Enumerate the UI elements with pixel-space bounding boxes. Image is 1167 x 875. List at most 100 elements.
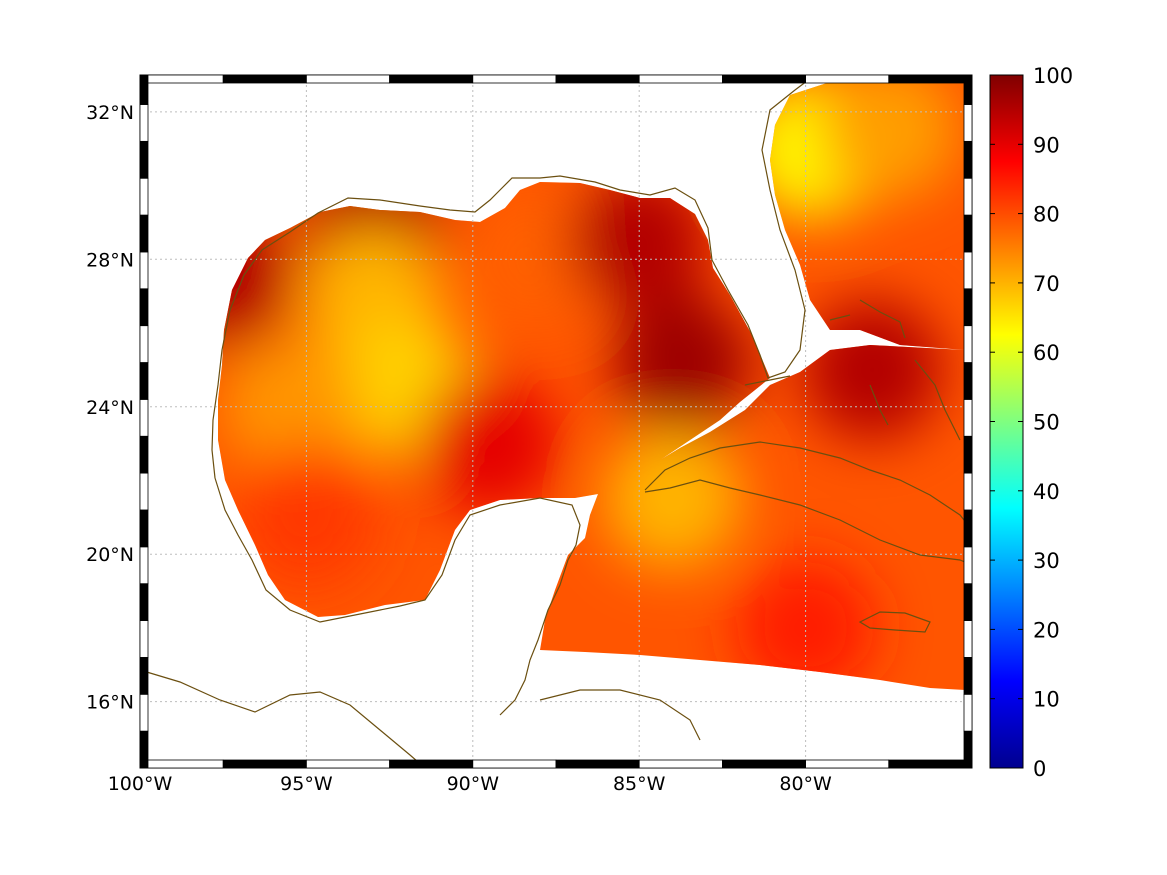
frame-segment-top: [472, 74, 557, 84]
frame-segment-top: [805, 74, 890, 84]
lon-tick-labels: 100°W 95°W 90°W 85°W 80°W: [108, 773, 832, 795]
frame-segment-right: [963, 362, 973, 400]
field-sample-4: [219, 336, 360, 477]
frame-segment-top: [888, 74, 973, 84]
frame-segment-left: [139, 362, 149, 400]
frame-segment-top: [222, 74, 307, 84]
frame-segment-left: [139, 325, 149, 363]
frame-segment-left: [139, 288, 149, 327]
frame-segment-bottom: [139, 759, 224, 769]
coastline-keys: [744, 375, 791, 386]
colorbar-tick-label: 80: [1033, 203, 1060, 227]
frame-segment-right: [963, 288, 973, 327]
frame-segment-top: [305, 74, 390, 84]
coastlines: [139, 74, 973, 769]
frame-segment-right: [963, 325, 973, 363]
frame-segment-right: [963, 472, 973, 511]
frame-segment-bottom: [722, 759, 807, 769]
field-sample-12: [802, 299, 943, 440]
frame-segment-top: [389, 74, 474, 84]
lat-tick-label: 16°N: [86, 692, 134, 714]
colorbar-tick-label: 60: [1033, 341, 1060, 365]
frame-segment-left: [139, 472, 149, 511]
frame-segment-right: [963, 398, 973, 437]
frame-segment-right: [963, 657, 973, 695]
colorbar-tick-label: 100: [1033, 64, 1073, 88]
frame-segment-left: [139, 104, 149, 142]
colorbar-tick-label: 10: [1033, 688, 1060, 712]
frame-segment-right: [963, 620, 973, 658]
coastline-jamaica: [858, 611, 931, 633]
lat-tick-label: 20°N: [86, 544, 134, 566]
frame-segment-top: [638, 74, 723, 84]
colorbar-tick-label: 20: [1033, 618, 1060, 642]
frame-segment-top: [722, 74, 807, 84]
frame-segment-right: [963, 730, 973, 769]
colorbar-tick-label: 50: [1033, 411, 1060, 435]
coastline-central-america: [139, 669, 426, 769]
colorbar: 0 10 20 30 40 50 60 70 80 90 100: [989, 64, 1073, 781]
frame-segment-left: [139, 730, 149, 769]
frame-segment-bottom: [805, 759, 890, 769]
frame-segment-bottom: [555, 759, 640, 769]
frame-segment-bottom: [305, 759, 390, 769]
lat-tick-label: 28°N: [86, 249, 134, 271]
frame-segment-right: [963, 693, 973, 732]
field-sample-14: [735, 557, 876, 690]
lon-tick-label: 100°W: [108, 773, 173, 795]
frame-segment-left: [139, 435, 149, 474]
frame-segment-top: [555, 74, 640, 84]
colorbar-tick-label: 40: [1033, 480, 1060, 504]
frame-segment-bottom: [638, 759, 723, 769]
frame-segment-right: [963, 583, 973, 621]
colorbar-tick-label: 30: [1033, 549, 1060, 573]
frame-segment-left: [139, 583, 149, 621]
frame-segment-right: [963, 104, 973, 142]
lat-tick-label: 24°N: [86, 397, 134, 419]
frame-segment-bottom: [389, 759, 474, 769]
frame-segment-bottom: [472, 759, 557, 769]
frame-segment-right: [963, 74, 973, 105]
field-sample-5: [236, 447, 377, 588]
frame-segment-left: [139, 74, 149, 105]
frame-segment-right: [963, 546, 973, 585]
lon-tick-label: 95°W: [280, 773, 333, 795]
frame-segment-left: [139, 177, 149, 216]
field-sample-0: [218, 207, 294, 348]
frame-segment-right: [963, 177, 973, 216]
colorbar-tick-label: 70: [1033, 272, 1060, 296]
frame-segment-left: [139, 251, 149, 290]
frame-segment-left: [139, 214, 149, 253]
lat-tick-labels: 32°N 28°N 24°N 20°N 16°N: [86, 102, 134, 714]
frame-segment-left: [139, 546, 149, 585]
frame-segment-right: [963, 251, 973, 290]
colorbar-tick-label: 0: [1033, 757, 1046, 781]
frame-segment-right: [963, 140, 973, 179]
lon-tick-label: 85°W: [613, 773, 666, 795]
lon-tick-label: 80°W: [779, 773, 832, 795]
frame-segment-left: [139, 140, 149, 179]
lon-tick-label: 90°W: [447, 773, 500, 795]
frame-segment-left: [139, 398, 149, 437]
field-sample-13: [602, 428, 743, 569]
field-sample-11: [818, 82, 959, 201]
map-grid: [140, 75, 972, 768]
frame-segment-right: [963, 214, 973, 253]
coastline-honduras: [539, 689, 701, 741]
field-sample-6: [419, 373, 560, 514]
coastline-mexico: [214, 477, 581, 716]
coastline-bahamas: [829, 299, 961, 441]
coastline-cuba: [644, 441, 973, 566]
frame-segment-top: [139, 74, 224, 84]
coastline-gulf: [211, 74, 816, 479]
frame-segment-left: [139, 657, 149, 695]
frame-segment-left: [139, 509, 149, 548]
colorbar-tick-label: 90: [1033, 133, 1060, 157]
colorbar-ticks: 0 10 20 30 40 50 60 70 80 90 100: [990, 64, 1073, 781]
frame-segment-left: [139, 693, 149, 732]
heat-field: [218, 82, 965, 690]
frame-segment-right: [963, 435, 973, 474]
frame-segment-right: [963, 509, 973, 548]
field-sample-9: [612, 292, 753, 433]
